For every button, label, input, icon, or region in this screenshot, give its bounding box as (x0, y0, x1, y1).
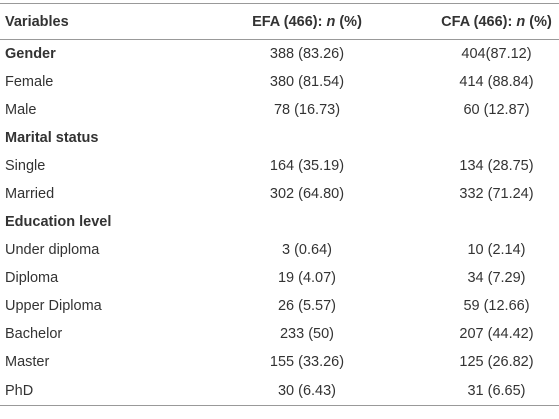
value-cell: 31 (6.65) (414, 376, 559, 406)
table-row: Diploma 19 (4.07) 34 (7.29) (0, 264, 559, 292)
header-text: n (516, 13, 526, 30)
row-label: Master (5, 354, 50, 370)
header-cell: EFA (466): n (%) (200, 3, 414, 40)
value-cell (200, 208, 414, 236)
value-cell: 19 (4.07) (277, 270, 337, 286)
value-cell: 302 (64.80) (269, 186, 345, 202)
value-cell: 125 (26.82) (459, 354, 534, 370)
value-cell: 134 (28.75) (459, 158, 534, 174)
value-cell: 60 (12.87) (463, 102, 530, 118)
header-text: (%) (335, 13, 362, 30)
table-head: Variables EFA (466): n (%) CFA (466): n (%… (0, 3, 559, 40)
value-cell: 10 (2.14) (467, 242, 526, 258)
value-cell: 414 (88.84) (459, 74, 534, 90)
page: Variables EFA (466): n (%) CFA (466): n (%… (0, 3, 559, 419)
value-cell: 388 (83.26) (269, 46, 345, 62)
value-cell: 59 (12.66) (463, 298, 530, 314)
table-body: Gender 388 (83.26) 404(87.12) Female 380 (81… (0, 40, 559, 406)
table-row: Female 380 (81.54) 414 (88.84) (0, 68, 559, 96)
section-label: Education level (5, 214, 112, 230)
table-row: Single 164 (35.19) 134 (28.75) (0, 152, 559, 180)
row-label: Married (5, 186, 55, 202)
table-row: Married 302 (64.80) 332 (71.24) (0, 180, 559, 208)
section-label: Marital status (5, 130, 99, 146)
row-label: PhD (0, 376, 200, 406)
row-label: Male (5, 102, 37, 118)
table-row: Upper Diploma 26 (5.57) 59 (12.66) (0, 292, 559, 320)
table-row: Gender 388 (83.26) 404(87.12) (0, 40, 559, 69)
table-row: Male 78 (16.73) 60 (12.87) (0, 96, 559, 124)
table-row: Bachelor 233 (50) 207 (44.42) (0, 320, 559, 348)
value-cell: 207 (44.42) (459, 326, 534, 342)
table-row: Under diploma 3 (0.64) 10 (2.14) (0, 236, 559, 264)
value-cell: 380 (81.54) (269, 74, 345, 90)
section-label: Gender (5, 46, 56, 62)
value-cell: 332 (71.24) (459, 186, 534, 202)
value-cell (414, 208, 559, 236)
row-label: Under diploma (5, 242, 100, 258)
value-cell: 34 (7.29) (467, 270, 526, 286)
value-cell: 155 (33.26) (269, 354, 345, 370)
header-cell: Variables (0, 3, 200, 40)
data-table: Variables EFA (466): n (%) CFA (466): n (%… (0, 3, 559, 406)
value-cell: 26 (5.57) (277, 298, 337, 314)
table-row: Education level (0, 208, 559, 236)
table-row: Master 155 (33.26) 125 (26.82) (0, 348, 559, 376)
value-cell (414, 124, 559, 152)
header-cell: CFA (466): n (%) (414, 3, 559, 40)
row-label: Bachelor (5, 326, 63, 342)
header-text: CFA (466): (441, 13, 517, 30)
header-text: (%) (525, 13, 552, 30)
header-text: n (326, 13, 336, 30)
value-cell: 3 (0.64) (282, 242, 332, 258)
row-label: Female (5, 74, 54, 90)
header-row: Variables EFA (466): n (%) CFA (466): n (%… (0, 3, 559, 40)
value-cell (200, 124, 414, 152)
row-label: Upper Diploma (5, 298, 102, 314)
table-row: Marital status (0, 124, 559, 152)
value-cell: 233 (50) (279, 326, 334, 342)
value-cell: 30 (6.43) (200, 376, 414, 406)
row-label: Diploma (5, 270, 59, 286)
value-cell: 164 (35.19) (269, 158, 345, 174)
header-text: EFA (466): (252, 13, 327, 30)
value-cell: 78 (16.73) (273, 102, 341, 118)
table-row: PhD 30 (6.43) 31 (6.65) (0, 376, 559, 406)
row-label: Single (5, 158, 46, 174)
value-cell: 404(87.12) (461, 46, 532, 62)
